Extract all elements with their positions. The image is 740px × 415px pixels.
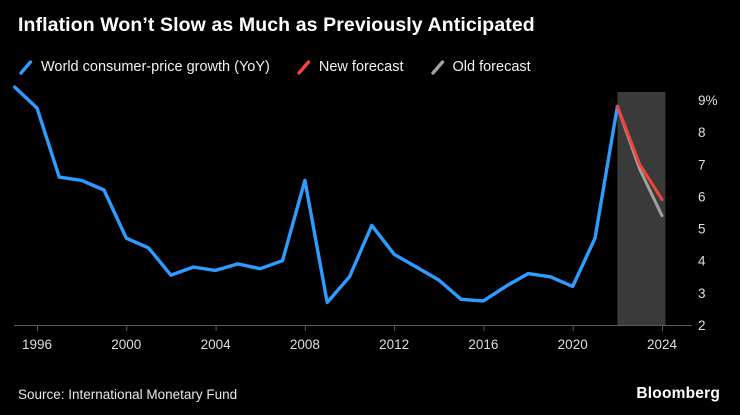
x-tick-label: 1996 xyxy=(22,337,52,352)
x-tick-label: 2004 xyxy=(201,337,232,352)
legend-item-3: Old forecast xyxy=(430,59,531,75)
legend-label: New forecast xyxy=(318,59,404,75)
series-line-world xyxy=(12,85,620,305)
line-swatch-icon xyxy=(19,59,33,75)
x-tick-label: 2016 xyxy=(468,337,498,352)
legend-item-1: World consumer-price growth (YoY) xyxy=(18,59,270,75)
legend-label: World consumer-price growth (YoY) xyxy=(41,59,270,75)
x-tick-label: 2024 xyxy=(647,337,678,352)
x-tick-label: 2020 xyxy=(558,337,588,352)
source-note: Source: International Monetary Fund xyxy=(18,387,238,402)
legend: World consumer-price growth (YoY) New for… xyxy=(18,59,531,75)
y-tick-label: 7 xyxy=(698,157,706,172)
series-line-new-forecast xyxy=(615,104,664,202)
legend-label: Old forecast xyxy=(452,59,531,75)
line-swatch-icon xyxy=(430,59,444,75)
y-tick-label: 9% xyxy=(698,93,718,108)
line-swatch-icon xyxy=(297,59,311,75)
inflation-chart-svg: 1996 2000 2004 2008 2012 2016 2020 2024 2 3 4 5 6 7 8 9… xyxy=(12,85,718,352)
y-tick-label: 6 xyxy=(698,189,706,204)
y-tick-label: 2 xyxy=(698,318,706,333)
x-tick-label: 2008 xyxy=(290,337,320,352)
y-tick-label: 8 xyxy=(698,125,706,140)
x-tick-label: 2000 xyxy=(111,337,141,352)
x-tick-label: 2012 xyxy=(379,337,409,352)
y-tick-label: 3 xyxy=(698,286,706,301)
bloomberg-logo: Bloomberg xyxy=(636,385,720,402)
chart-area: 1996 2000 2004 2008 2012 2016 2020 2024 2 3 4 5 6 7 8 9… xyxy=(0,80,740,370)
legend-item-2: New forecast xyxy=(296,59,404,75)
y-tick-label: 5 xyxy=(698,222,706,237)
y-tick-label: 4 xyxy=(698,254,706,269)
chart-title: Inflation Won’t Slow as Much as Previous… xyxy=(18,14,535,36)
